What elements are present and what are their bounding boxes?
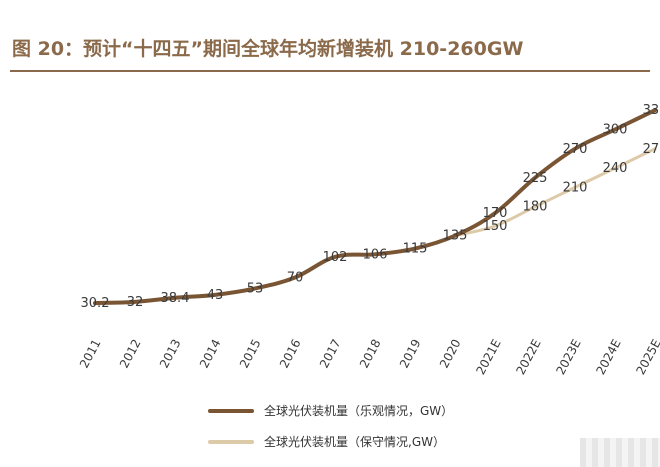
data-label-optimistic: 53 [247,281,264,296]
data-label-optimistic: 106 [363,247,388,262]
legend-label-optimistic: 全球光伏装机量（乐观情况，GW） [264,404,454,418]
data-label-optimistic: 300 [603,123,628,138]
data-label-optimistic: 102 [323,250,348,265]
data-label-conservative: 240 [603,161,628,176]
legend-item-conservative: 全球光伏装机量（保守情况,GW） [208,433,445,450]
series-line-conservative [453,147,657,238]
legend-swatch-optimistic [208,408,254,413]
data-label-conservative: 210 [563,180,588,195]
data-label-optimistic: 30.2 [81,296,110,311]
data-label-conservative: 180 [523,200,548,215]
x-tick-label: 2012 [117,337,144,371]
x-tick-label: 2011 [77,337,104,371]
x-tick-label: 2017 [317,337,344,371]
legend-label-conservative: 全球光伏装机量（保守情况,GW） [264,435,445,449]
data-label-optimistic: 70 [287,270,304,285]
x-tick-label: 2014 [197,337,224,371]
data-label-optimistic: 38.4 [161,291,190,306]
x-tick-label: 2024E [593,337,623,377]
data-label-optimistic: 330 [643,103,660,118]
x-tick-label: 2022E [513,337,543,377]
data-label-optimistic: 43 [207,288,224,303]
legend-swatch-conservative [208,439,254,444]
data-label-optimistic: 225 [523,171,548,186]
legend-item-optimistic: 全球光伏装机量（乐观情况，GW） [208,402,453,419]
data-label-optimistic: 32 [127,295,144,310]
image-edge-artifact [580,438,660,467]
chart-title: 图 20：预计“十四五”期间全球年均新增装机 210-260GW [12,38,524,60]
x-tick-label: 2023E [553,337,583,377]
x-tick-label: 2021E [473,337,503,377]
title-underline [10,70,650,72]
data-label-optimistic: 135 [443,229,468,244]
data-label-optimistic: 270 [563,142,588,157]
x-tick-label: 2025E [633,337,660,377]
x-tick-label: 2019 [397,337,424,371]
x-tick-label: 2015 [237,337,264,371]
x-tick-label: 2020 [437,337,464,371]
data-label-optimistic: 115 [403,242,428,257]
series-line-optimistic [93,108,657,306]
x-tick-label: 2013 [157,337,184,371]
x-tick-label: 2016 [277,337,304,371]
data-label-conservative: 270 [643,142,660,157]
data-label-conservative: 150 [483,219,508,234]
data-label-optimistic: 170 [483,206,508,221]
x-tick-label: 2018 [357,337,384,371]
